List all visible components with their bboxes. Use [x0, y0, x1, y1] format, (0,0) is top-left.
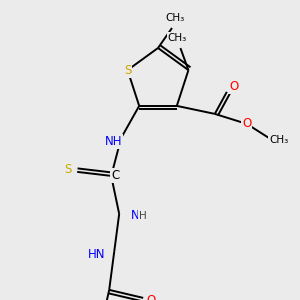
- Text: CH₃: CH₃: [168, 33, 187, 43]
- Text: O: O: [147, 294, 156, 300]
- Text: N: N: [131, 209, 140, 222]
- Text: CH₃: CH₃: [269, 135, 288, 145]
- Text: O: O: [229, 80, 239, 93]
- Text: S: S: [64, 164, 72, 176]
- Text: HN: HN: [87, 248, 105, 261]
- Text: NH: NH: [104, 135, 122, 148]
- Text: O: O: [242, 117, 251, 130]
- Text: C: C: [111, 169, 119, 182]
- Text: H: H: [139, 211, 147, 221]
- Text: CH₃: CH₃: [165, 13, 184, 23]
- Text: S: S: [124, 64, 131, 76]
